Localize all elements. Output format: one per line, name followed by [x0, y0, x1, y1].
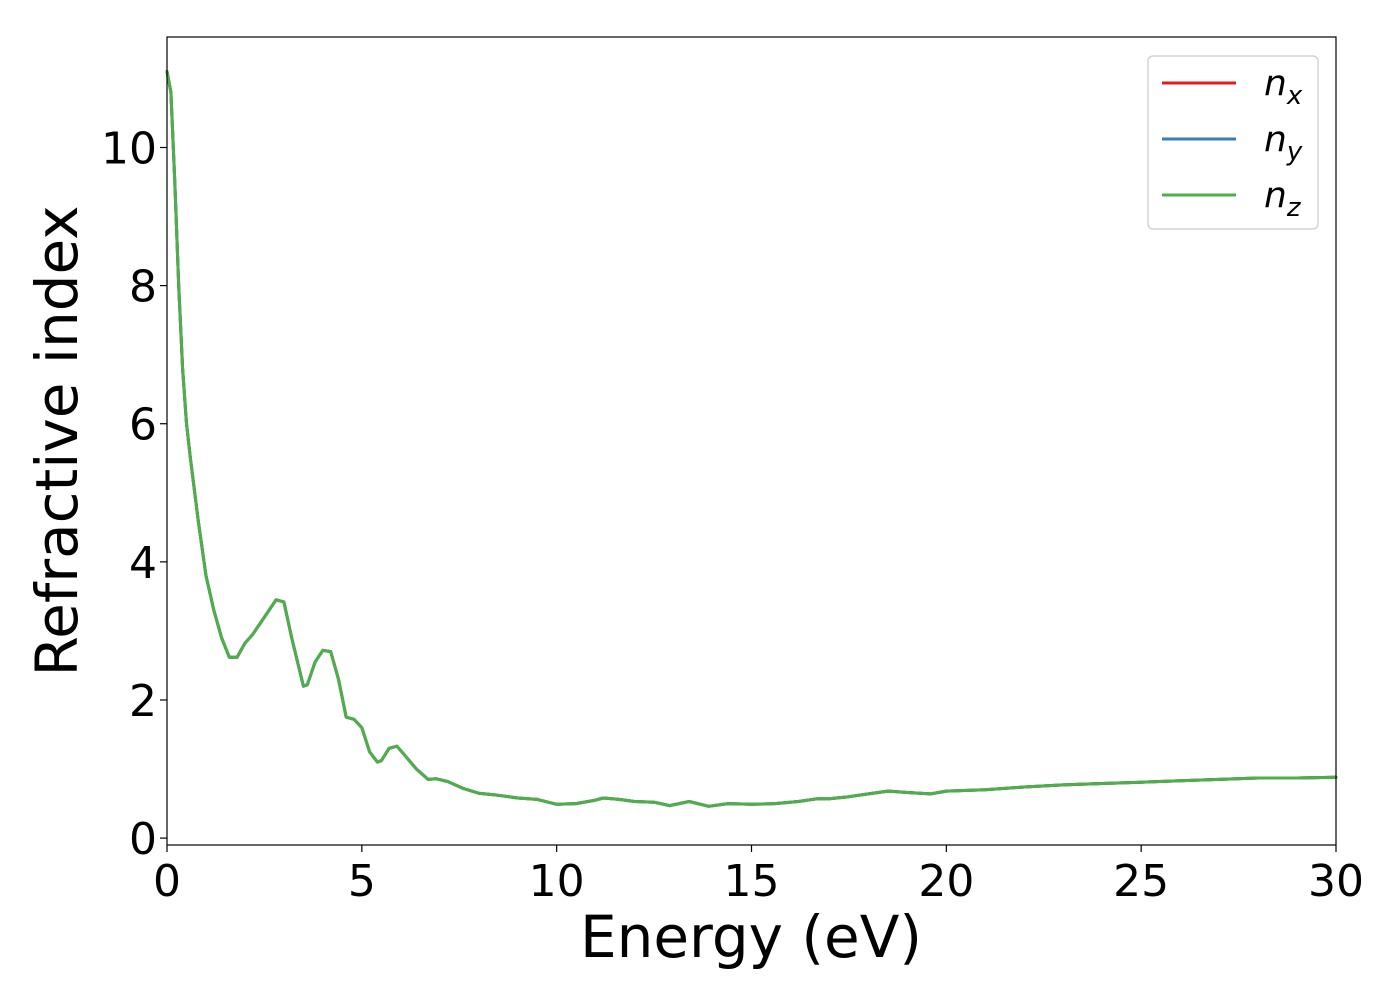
- x-tick-label: 0: [153, 856, 181, 907]
- y-tick-label: 8: [129, 262, 157, 313]
- y-tick-label: 2: [129, 676, 157, 727]
- y-tick-label: 4: [129, 538, 157, 589]
- legend-label-z: nz: [1264, 175, 1302, 223]
- x-tick-label: 15: [724, 856, 780, 907]
- y-axis: 0 2 4 6 8 10: [101, 123, 167, 865]
- x-axis-title: Energy (eV): [580, 903, 922, 971]
- y-tick-label: 10: [101, 123, 157, 174]
- legend-box: [1147, 55, 1319, 230]
- series-line-z: [165, 70, 1338, 808]
- x-tick-label: 30: [1308, 856, 1364, 907]
- y-tick-label: 6: [129, 400, 157, 451]
- y-axis-title: Refractive index: [23, 205, 91, 676]
- legend-label-y: ny: [1264, 119, 1303, 167]
- legend-label-x: nx: [1264, 63, 1303, 111]
- series-layer: [165, 70, 1338, 808]
- legend-items: nx ny nz: [1162, 63, 1303, 223]
- x-tick-label: 20: [918, 856, 974, 907]
- legend: nx ny nz: [1147, 55, 1319, 230]
- x-tick-label: 5: [348, 856, 376, 907]
- x-tick-label: 10: [529, 856, 585, 907]
- x-axis: 0 5 10 15 20 25 30: [153, 845, 1364, 907]
- x-tick-label: 25: [1113, 856, 1169, 907]
- y-tick-label: 0: [129, 814, 157, 865]
